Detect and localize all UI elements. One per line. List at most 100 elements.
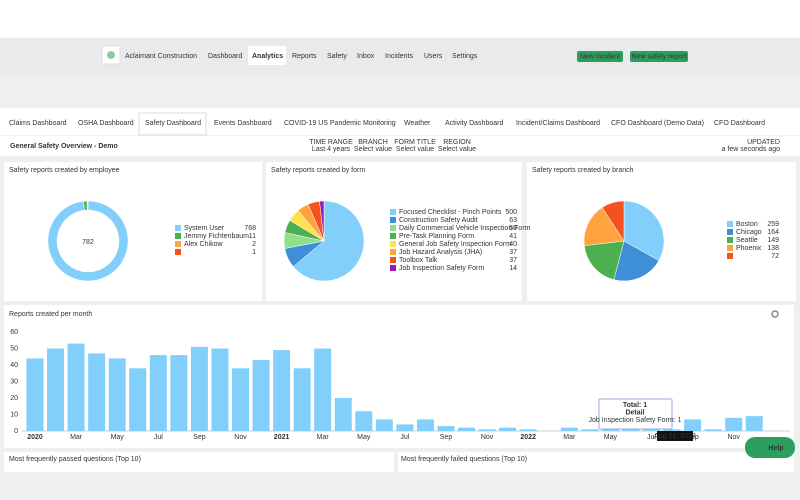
y-tick-label: 60 — [10, 329, 18, 336]
tab[interactable]: CFO Dashboard (Demo Data) — [611, 120, 704, 127]
x-tick-label: May — [357, 434, 371, 441]
legend-swatch — [175, 233, 181, 239]
tab[interactable]: Incident/Claims Dashboard — [516, 120, 600, 127]
filter-value[interactable]: Select value — [438, 146, 476, 153]
legend-label: Chicago — [736, 229, 762, 236]
bar — [67, 343, 85, 431]
legend-value: 37 — [509, 249, 517, 256]
slice — [623, 200, 665, 261]
bar — [396, 424, 414, 431]
bar — [149, 355, 167, 431]
legend-swatch — [727, 237, 733, 243]
legend-label: Jemmy Fichtenbaum — [184, 233, 249, 240]
legend-value: 40 — [509, 241, 517, 248]
legend-value: 149 — [767, 237, 779, 244]
x-tick-label: Nov — [481, 434, 494, 441]
y-tick-label: 40 — [10, 362, 18, 369]
button[interactable] — [630, 51, 688, 62]
nav-item[interactable]: Incidents — [385, 53, 414, 60]
bar — [88, 353, 106, 431]
donut-total: 782 — [82, 239, 94, 246]
tab[interactable]: Events Dashboard — [214, 120, 272, 127]
help-button[interactable] — [745, 437, 795, 458]
bar — [334, 398, 352, 431]
legend-label: Focused Checklist - Pinch Points — [399, 209, 502, 216]
nav-item[interactable]: Users — [424, 53, 443, 60]
legend-label: Daily Commercial Vehicle Inspection Form — [399, 225, 531, 232]
legend-label: Alex Chikow — [184, 241, 223, 248]
button-label[interactable]: New incident — [580, 53, 620, 60]
y-tick-label: 30 — [10, 378, 18, 385]
legend-swatch — [727, 245, 733, 251]
filter-label: FORM TITLE — [394, 139, 436, 146]
x-tick-label: May — [111, 434, 125, 441]
bar — [190, 346, 208, 431]
bar — [663, 429, 681, 431]
panel — [4, 452, 394, 472]
nav-item[interactable]: Dashboard — [208, 53, 242, 60]
button-label[interactable]: New safety report — [632, 53, 687, 60]
filter-value[interactable]: Select value — [396, 146, 434, 153]
tab[interactable]: Activity Dashboard — [445, 120, 503, 127]
tab[interactable]: Safety Dashboard — [145, 120, 201, 127]
filter-value[interactable]: Last 4 years — [312, 146, 351, 153]
bar — [519, 429, 537, 431]
bar — [684, 419, 702, 431]
bar — [293, 368, 311, 431]
tab[interactable]: COVID-19 US Pandemic Monitoring — [284, 120, 396, 127]
tab[interactable]: Weather — [404, 120, 431, 127]
updated-label: UPDATED — [747, 139, 780, 146]
legend-swatch — [175, 249, 181, 255]
button[interactable] — [577, 51, 623, 62]
title-bar — [0, 136, 800, 156]
legend-value: 41 — [509, 233, 517, 240]
company: Aclaimant Construction — [125, 53, 197, 60]
settings-icon[interactable] — [771, 310, 779, 318]
legend-swatch — [727, 221, 733, 227]
slice — [319, 200, 325, 242]
legend-label: Seattle — [736, 237, 758, 244]
x-tick-label: 2020 — [27, 434, 43, 441]
legend-value: 1 — [252, 249, 256, 256]
chart-title: Safety reports created by branch — [532, 167, 634, 174]
help-label[interactable]: Help — [768, 445, 783, 452]
bar — [252, 360, 270, 431]
bar — [26, 358, 44, 431]
bar — [560, 427, 578, 431]
bar — [314, 348, 332, 431]
bar — [704, 429, 722, 431]
legend-label: Phoenix — [736, 245, 762, 252]
x-tick-label: 2021 — [274, 434, 290, 441]
bar — [725, 417, 743, 431]
legend-value: 768 — [244, 225, 256, 232]
x-tick-label: Jul — [154, 434, 163, 441]
filter-label: REGION — [443, 139, 471, 146]
bar — [108, 358, 126, 431]
nav-item[interactable]: Reports — [292, 53, 317, 60]
tab[interactable]: Claims Dashboard — [9, 120, 67, 127]
bar — [375, 419, 393, 431]
filter-value[interactable]: Select value — [354, 146, 392, 153]
nav-item[interactable]: Inbox — [357, 53, 375, 60]
legend-swatch — [390, 233, 396, 239]
tab[interactable]: CFO Dashboard — [714, 120, 765, 127]
page-title: General Safety Overview - Demo — [10, 143, 118, 150]
legend-label: General Job Safety Inspection Form — [399, 241, 511, 248]
x-tick-label: Mar — [317, 434, 330, 441]
panel-title: Most frequently passed questions (Top 10… — [9, 456, 141, 463]
bar — [416, 419, 434, 431]
bar — [232, 368, 249, 431]
y-tick-label: 0 — [14, 428, 18, 435]
bar — [478, 429, 496, 431]
nav-item[interactable]: Safety — [327, 53, 347, 60]
nav-item[interactable]: Analytics — [252, 53, 283, 60]
slice — [292, 200, 365, 282]
bar — [273, 350, 291, 431]
x-tick-label: Mar — [70, 434, 83, 441]
legend-label: Job Hazard Analysis (JHA) — [399, 249, 482, 256]
slice — [613, 240, 660, 282]
nav-item[interactable]: Settings — [452, 53, 478, 60]
bar — [211, 348, 229, 431]
nav-active — [248, 46, 286, 65]
tab[interactable]: OSHA Dashboard — [78, 120, 134, 127]
